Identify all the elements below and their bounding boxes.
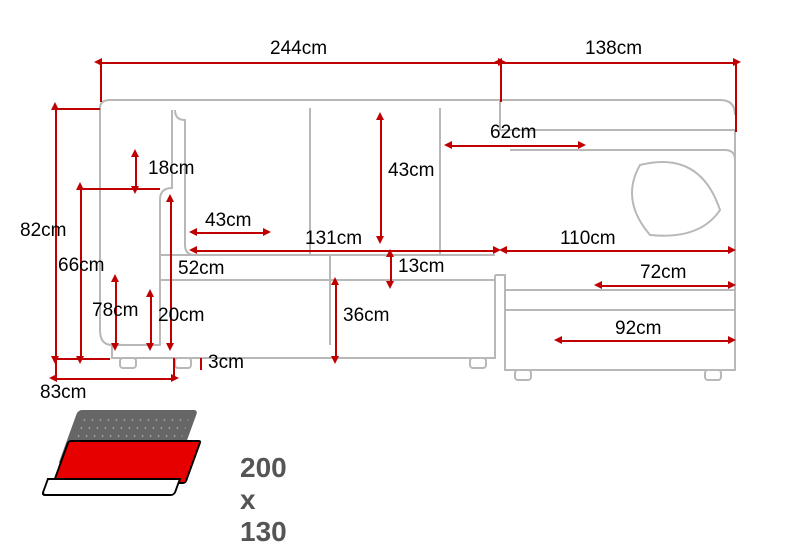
- dim-line: [505, 250, 730, 252]
- dim-line: [335, 283, 337, 358]
- bed-icon: 200 x 130: [60, 410, 210, 495]
- arrow: [131, 186, 139, 194]
- ext-line: [173, 358, 175, 380]
- dim-line: [55, 378, 173, 380]
- dim-label: 66cm: [58, 255, 104, 277]
- diagram-stage: 244cm 138cm 82cm 66cm 83cm 18cm 78cm 52c…: [0, 0, 800, 533]
- bed-size-label: 200 x 130: [240, 452, 287, 548]
- ext-line: [735, 62, 737, 132]
- dim-line: [195, 250, 495, 252]
- arrow: [189, 228, 197, 236]
- dim-line: [380, 118, 382, 238]
- dim-line: [100, 62, 500, 64]
- dim-label: 138cm: [585, 38, 642, 60]
- ext-line: [100, 62, 102, 102]
- arrow: [131, 149, 139, 157]
- arrow: [146, 289, 154, 297]
- arrow: [263, 228, 271, 236]
- dim-line: [200, 358, 202, 370]
- arrow: [166, 343, 174, 351]
- arrow: [386, 249, 394, 257]
- arrow: [376, 112, 384, 120]
- arrow: [111, 274, 119, 282]
- dim-label: 36cm: [343, 305, 389, 327]
- ext-line: [55, 358, 57, 380]
- dim-line: [150, 295, 152, 345]
- arrow: [494, 58, 502, 66]
- arrow: [376, 236, 384, 244]
- dim-label: 18cm: [148, 158, 194, 180]
- arrow: [331, 277, 339, 285]
- dim-line: [450, 145, 580, 147]
- dim-label: 20cm: [158, 305, 204, 327]
- dim-line: [500, 62, 735, 64]
- dim-label: 83cm: [40, 382, 86, 404]
- arrow: [76, 356, 84, 364]
- dim-label: 82cm: [20, 220, 66, 242]
- dim-label: 3cm: [208, 352, 244, 374]
- dim-label: 244cm: [270, 38, 327, 60]
- arrow: [594, 281, 602, 289]
- arrow: [444, 141, 452, 149]
- dim-line: [600, 285, 730, 287]
- dim-label: 131cm: [305, 228, 362, 250]
- arrow: [111, 343, 119, 351]
- dim-line: [135, 155, 137, 188]
- arrow: [166, 194, 174, 202]
- arrow: [728, 281, 736, 289]
- dim-label: 110cm: [560, 228, 616, 250]
- dim-line: [390, 255, 392, 283]
- dim-label: 78cm: [92, 300, 138, 322]
- arrow: [146, 343, 154, 351]
- dim-line: [195, 232, 265, 234]
- arrow: [331, 356, 339, 364]
- ext-line: [500, 62, 502, 102]
- dim-label: 72cm: [640, 262, 686, 284]
- arrow: [386, 281, 394, 289]
- arrow: [189, 246, 197, 254]
- dim-label: 92cm: [615, 318, 661, 340]
- arrow: [554, 336, 562, 344]
- arrow: [728, 246, 736, 254]
- arrow: [728, 336, 736, 344]
- dim-line: [560, 340, 730, 342]
- dim-label: 52cm: [178, 258, 224, 280]
- dim-label: 43cm: [205, 210, 251, 232]
- arrow: [499, 246, 507, 254]
- arrow: [578, 141, 586, 149]
- bed-icon-base: [41, 478, 182, 496]
- ext-line: [80, 188, 160, 190]
- dim-label: 13cm: [398, 256, 444, 278]
- dim-label: 43cm: [388, 160, 434, 182]
- ext-line: [55, 108, 100, 110]
- dim-label: 62cm: [490, 122, 536, 144]
